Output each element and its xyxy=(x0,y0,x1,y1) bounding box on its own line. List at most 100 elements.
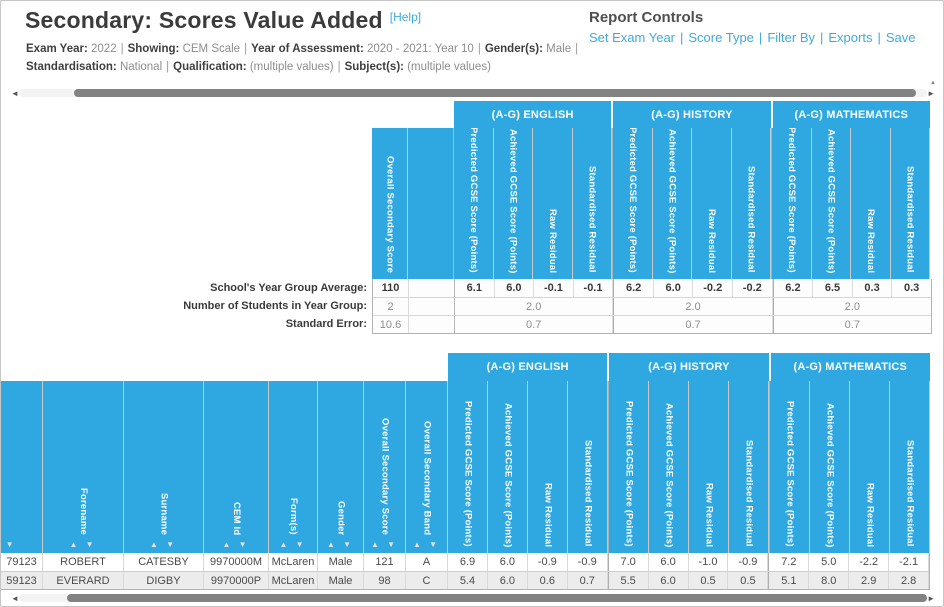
student-score-cell: 5.4 xyxy=(448,572,488,589)
sort-descending-icon[interactable]: ▼ xyxy=(238,540,250,549)
report-control-link-set-exam-year[interactable]: Set Exam Year xyxy=(589,30,675,45)
sort-ascending-icon[interactable]: ▲ xyxy=(279,540,291,549)
student-score-cell: 0.5 xyxy=(728,572,769,589)
help-link[interactable]: [Help] xyxy=(389,10,422,24)
header-gender[interactable]: Gender ▲ ▼ xyxy=(318,381,364,553)
sort-ascending-icon[interactable]: ▲ xyxy=(370,540,382,549)
summary-value-cell: 0.3 xyxy=(904,282,920,294)
filter-label-qualification: Qualification: xyxy=(173,61,247,73)
column-header-label: Standardised Residual xyxy=(743,440,755,547)
sort-ascending-icon[interactable]: ▲ xyxy=(412,540,424,549)
sort-ascending-icon[interactable]: ▲ xyxy=(326,540,338,549)
report-controls-separator: | xyxy=(680,30,684,45)
scroll-up-icon[interactable]: ▲ xyxy=(930,80,936,86)
sort-arrows[interactable]: ▲ ▼ xyxy=(364,540,405,549)
sort-descending-icon[interactable]: ▼ xyxy=(295,540,307,549)
column-header-label: Standardised Residual xyxy=(745,166,757,273)
header-empty-cell xyxy=(408,128,454,279)
column-header-label: Raw Residual xyxy=(865,208,876,273)
student-overall-secondary-band: A xyxy=(406,553,448,571)
filter-value-showing: CEM Scale xyxy=(182,43,241,55)
sort-arrows[interactable]: ▲ ▼ xyxy=(1,540,18,549)
sort-ascending-icon[interactable]: ▲ xyxy=(149,540,161,549)
filter-value-year-of-assessment: 2020 - 2021: Year 10 xyxy=(367,43,474,55)
filter-label-standardisation: Standardisation: xyxy=(26,61,117,73)
column-header-label: Surname xyxy=(158,492,170,535)
sort-ascending-icon[interactable]: ▲ xyxy=(222,540,234,549)
group-header-label: (A-G) MATHEMATICS xyxy=(794,108,909,121)
filter-separator: | xyxy=(575,43,579,55)
student-student-id: 59123 xyxy=(1,572,43,589)
header-overall-secondary-band[interactable]: Overall Secondary Band ▲ ▼ xyxy=(406,381,448,553)
header-cem-id[interactable]: CEM Id ▲ ▼ xyxy=(204,381,269,553)
column-header-label: Achieved GCSE Score (Points) xyxy=(507,128,519,273)
sort-arrows[interactable]: ▲ ▼ xyxy=(124,540,203,549)
scroll-right-icon[interactable]: ► xyxy=(927,594,935,603)
filter-label-subject-s: Subject(s): xyxy=(344,61,404,73)
sort-arrows[interactable]: ▲ ▼ xyxy=(43,540,123,549)
sort-descending-icon[interactable]: ▼ xyxy=(5,540,17,549)
sort-arrows[interactable]: ▲ ▼ xyxy=(204,540,268,549)
group-header-label: (A-G) ENGLISH xyxy=(491,108,574,121)
group-header-a-g-english: (A-G) ENGLISH xyxy=(454,101,612,128)
header-forename[interactable]: Forename ▲ ▼ xyxy=(43,381,124,553)
sort-arrows[interactable]: ▲ ▼ xyxy=(406,540,447,549)
header-surname[interactable]: Surname ▲ ▼ xyxy=(124,381,204,553)
student-cem-id: 9970000M xyxy=(204,553,269,571)
sort-ascending-icon[interactable]: ▲ xyxy=(69,540,81,549)
report-control-link-save[interactable]: Save xyxy=(885,30,916,45)
scrollbar-thumb[interactable] xyxy=(74,89,916,97)
sort-arrows[interactable]: ▲ ▼ xyxy=(269,540,317,549)
sort-descending-icon[interactable]: ▼ xyxy=(166,540,178,549)
summary-table-row: 2 2.0 2.0 2.0 xyxy=(373,297,931,315)
scrollbar-thumb[interactable] xyxy=(67,594,927,602)
student-score-cell: 5.0 xyxy=(809,553,850,571)
summary-value-cell: 6.0 xyxy=(654,279,694,297)
horizontal-scrollbar-top[interactable]: ◄ ► xyxy=(9,87,937,99)
student-score-cell: 0.5 xyxy=(689,572,729,589)
column-header-label: Achieved GCSE Score (Points) xyxy=(824,402,836,547)
summary-merged-value-cell: 2.0 xyxy=(455,298,614,315)
sort-descending-icon[interactable]: ▼ xyxy=(343,540,355,549)
sort-descending-icon[interactable]: ▼ xyxy=(85,540,97,549)
header-overall-secondary-score[interactable]: Overall Secondary Score ▲ ▼ xyxy=(364,381,406,553)
overall-secondary-score-value: 10.6 xyxy=(373,316,409,333)
student-surname: DIGBY xyxy=(124,572,204,589)
header-standardised-residual: Standardised Residual xyxy=(731,128,771,279)
column-header-label: Overall Secondary Band xyxy=(421,420,433,535)
header-standardised-residual: Standardised Residual xyxy=(568,381,608,553)
scroll-left-icon[interactable]: ◄ xyxy=(11,89,19,98)
student-forename: EVERARD xyxy=(43,572,124,589)
header-predicted-gcse-score-points: Predicted GCSE Score (Points) xyxy=(454,128,494,279)
report-control-link-exports[interactable]: Exports xyxy=(828,30,873,45)
sort-descending-icon[interactable]: ▼ xyxy=(429,540,441,549)
horizontal-scrollbar-bottom[interactable]: ◄ ► xyxy=(9,592,937,604)
column-header-label: Overall Secondary Score xyxy=(379,417,391,535)
summary-value-cell: -0.1 xyxy=(534,279,574,297)
header-forms[interactable]: Form(s) ▲ ▼ xyxy=(269,381,318,553)
summary-merged-value-cell: 2.0 xyxy=(613,298,773,315)
header-achieved-gcse-score-points: Achieved GCSE Score (Points) xyxy=(652,128,692,279)
header-overall-secondary-score: Overall Secondary Score xyxy=(372,128,408,279)
header-raw-residual: Raw Residual xyxy=(689,381,729,553)
column-header-label: Overall Secondary Score xyxy=(384,155,396,273)
student-forms: McLaren xyxy=(269,572,318,589)
column-header-label: Raw Residual xyxy=(547,208,558,273)
report-control-link-score-type[interactable]: Score Type xyxy=(688,30,754,45)
report-control-link-filter-by[interactable]: Filter By xyxy=(767,30,815,45)
student-score-cell: -2.2 xyxy=(849,553,890,571)
header-student-id[interactable]: ▲ ▼ xyxy=(1,381,43,553)
sort-descending-icon[interactable]: ▼ xyxy=(387,540,399,549)
summary-value-cell: 6.2 xyxy=(772,279,814,297)
scroll-left-icon[interactable]: ◄ xyxy=(11,594,19,603)
report-controls-separator: | xyxy=(758,30,763,45)
column-header-label: Standardised Residual xyxy=(904,166,916,273)
student-score-cell: 5.1 xyxy=(768,572,810,589)
student-score-cell: -0.9 xyxy=(728,553,769,571)
summary-row-label: School's Year Group Average: xyxy=(210,282,367,294)
scroll-right-icon[interactable]: ► xyxy=(927,89,935,98)
student-score-cell: 8.0 xyxy=(809,572,850,589)
summary-merged-value-cell: 2.0 xyxy=(772,298,931,315)
group-header-a-g-english: (A-G) ENGLISH xyxy=(448,353,608,381)
sort-arrows[interactable]: ▲ ▼ xyxy=(318,540,363,549)
